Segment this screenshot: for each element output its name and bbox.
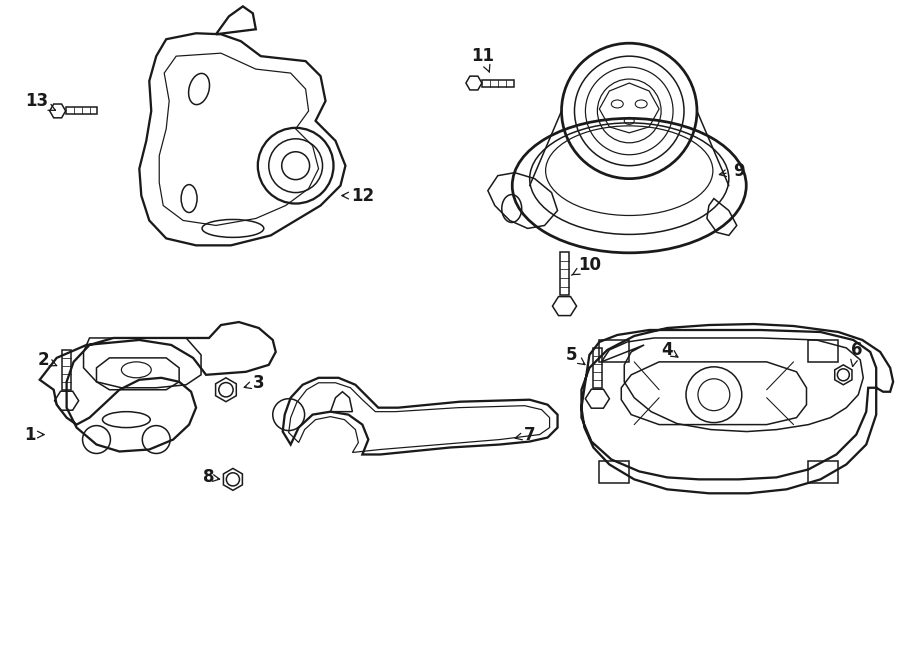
Text: 7: 7 (515, 426, 536, 444)
Text: 8: 8 (203, 469, 220, 486)
Text: 12: 12 (342, 186, 374, 204)
Text: 5: 5 (566, 346, 585, 365)
Text: 10: 10 (572, 256, 601, 275)
Text: 4: 4 (662, 341, 678, 359)
Text: 1: 1 (24, 426, 44, 444)
Text: 11: 11 (472, 47, 494, 72)
Text: 2: 2 (38, 351, 57, 369)
Text: 6: 6 (850, 341, 862, 367)
Text: 9: 9 (719, 162, 744, 180)
Text: 3: 3 (244, 373, 265, 392)
Text: 13: 13 (25, 92, 56, 110)
